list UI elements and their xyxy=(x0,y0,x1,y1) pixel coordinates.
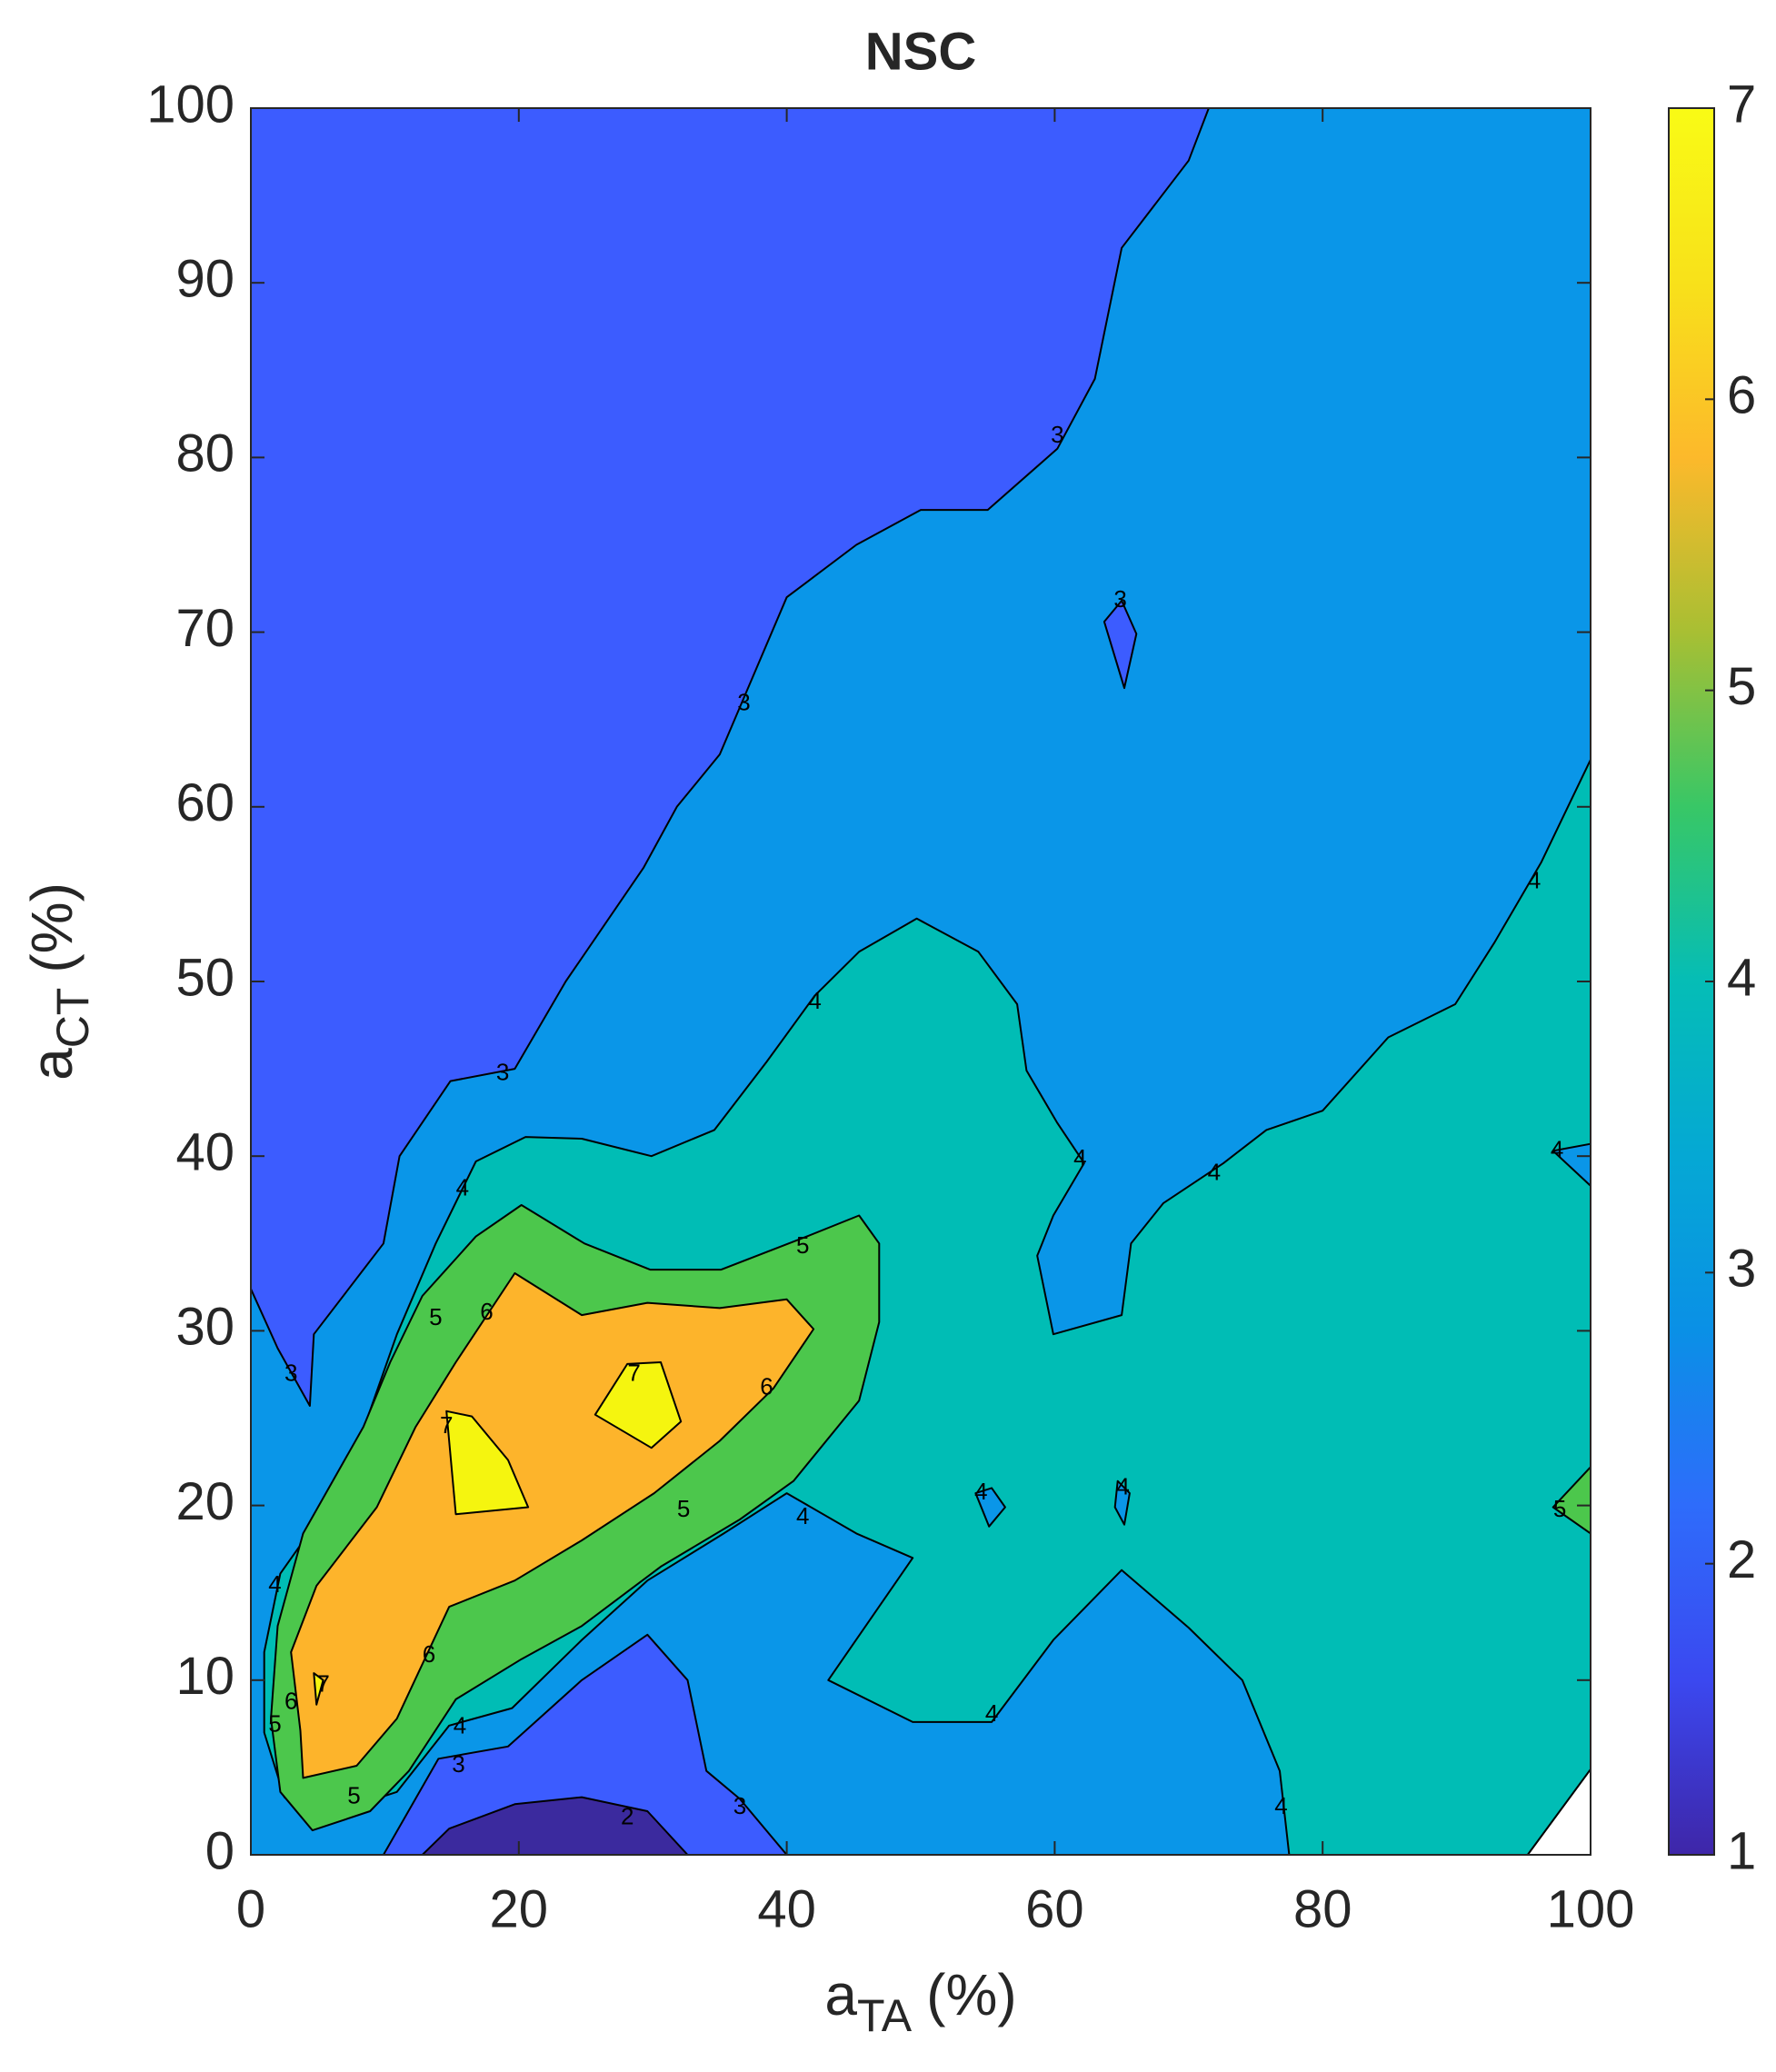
y-tick-label: 50 xyxy=(175,948,234,1007)
y-label-sub: CT xyxy=(47,988,98,1049)
contour-label: 2 xyxy=(621,1803,634,1830)
contour-region xyxy=(1103,600,1138,690)
y-tick-label: 20 xyxy=(175,1472,234,1531)
contour-label: 4 xyxy=(808,987,821,1014)
contour-label: 3 xyxy=(737,688,750,715)
contour-label: 5 xyxy=(677,1495,690,1522)
x-tick-label: 40 xyxy=(757,1879,816,1938)
y-tick-label: 70 xyxy=(175,599,234,658)
y-tick-label: 0 xyxy=(205,1821,234,1880)
contour-region xyxy=(313,1672,324,1706)
contour-label: 7 xyxy=(316,1669,329,1697)
x-tick-label: 0 xyxy=(236,1879,265,1938)
contour-label: 4 xyxy=(1073,1144,1086,1171)
colorbar-tick-label: 5 xyxy=(1727,657,1756,716)
contour-label: 5 xyxy=(1553,1495,1566,1522)
contour-label: 4 xyxy=(1208,1158,1221,1185)
colorbar-tick-label: 2 xyxy=(1727,1530,1756,1589)
contour-label: 6 xyxy=(284,1688,297,1715)
x-label-sub: TA xyxy=(857,1990,913,2041)
contour-label: 4 xyxy=(1116,1472,1129,1499)
contour-label: 4 xyxy=(1528,866,1541,893)
colorbar-tick-label: 4 xyxy=(1727,948,1756,1007)
contour-region xyxy=(594,1361,683,1449)
contour-label: 3 xyxy=(733,1792,746,1819)
contour-label: 4 xyxy=(796,1502,809,1529)
contour-label: 5 xyxy=(347,1781,360,1808)
contour-label: 3 xyxy=(452,1750,464,1778)
y-tick-label: 80 xyxy=(175,424,234,483)
y-label-base: a xyxy=(19,1048,85,1081)
contour-label: 6 xyxy=(760,1373,773,1400)
colorbar-tick-label: 7 xyxy=(1727,75,1756,134)
x-tick-label: 20 xyxy=(490,1879,549,1938)
contour-label: 3 xyxy=(1113,585,1126,613)
x-label-unit: (%) xyxy=(926,1962,1017,2027)
contour-label: 4 xyxy=(985,1699,998,1727)
contour-label: 3 xyxy=(284,1359,297,1386)
y-tick-label: 10 xyxy=(175,1647,234,1706)
y-label-unit: (%) xyxy=(19,882,85,973)
y-tick-label: 60 xyxy=(175,773,234,832)
contour-label: 3 xyxy=(1051,421,1063,448)
y-tick-label: 30 xyxy=(175,1298,234,1357)
y-tick-label: 100 xyxy=(146,75,234,134)
contour-label: 4 xyxy=(454,1712,466,1739)
x-tick-label: 80 xyxy=(1293,1879,1352,1938)
contour-label: 6 xyxy=(480,1298,493,1325)
x-axis-label: aTA (%) xyxy=(824,1962,1016,2041)
colorbar-tick-label: 1 xyxy=(1727,1821,1756,1880)
x-tick-label: 100 xyxy=(1547,1879,1635,1938)
contour-label: 4 xyxy=(974,1478,987,1505)
y-tick-label: 90 xyxy=(175,250,234,309)
y-axis-label: aCT (%) xyxy=(19,882,98,1081)
chart-title: NSC xyxy=(865,22,976,81)
contour-label: 3 xyxy=(496,1059,509,1086)
contour-region xyxy=(290,1272,815,1779)
contour-region xyxy=(1113,1479,1131,1526)
contour-label: 7 xyxy=(440,1411,453,1439)
contour-label: 4 xyxy=(456,1174,469,1201)
x-label-base: a xyxy=(824,1962,857,2027)
colorbar-tick-label: 6 xyxy=(1727,366,1756,425)
contour-label: 4 xyxy=(1551,1135,1563,1162)
contour-label: 7 xyxy=(627,1359,640,1386)
contour-label: 5 xyxy=(796,1231,809,1259)
contour-label: 4 xyxy=(268,1570,281,1598)
contour-label: 5 xyxy=(268,1710,281,1738)
y-tick-label: 40 xyxy=(175,1123,234,1182)
x-tick-label: 60 xyxy=(1025,1879,1084,1938)
contour-label: 6 xyxy=(423,1640,435,1668)
colorbar-tick-label: 3 xyxy=(1727,1240,1756,1299)
contour-label: 5 xyxy=(429,1303,442,1330)
contour-region xyxy=(974,1487,1006,1528)
contour-label: 4 xyxy=(1274,1792,1287,1819)
contour-region xyxy=(445,1410,530,1516)
